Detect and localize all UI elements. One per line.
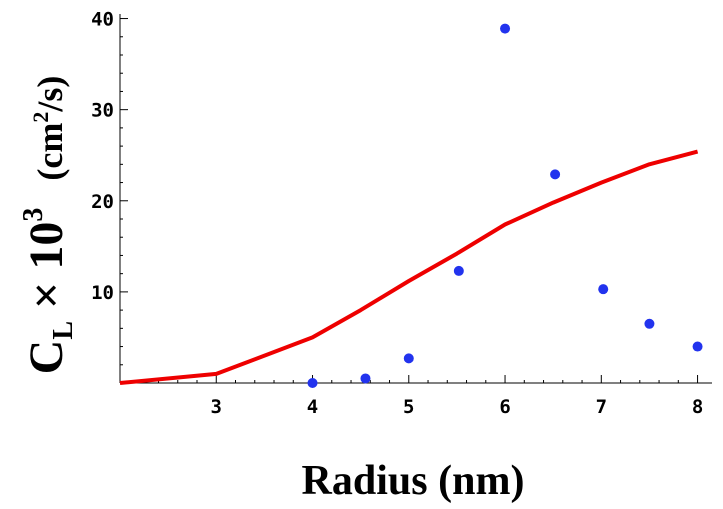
series-layer — [119, 23, 703, 388]
y-axis-title-group: CL × 103 (cm2/s) — [18, 56, 79, 403]
y-tick-label: 20 — [91, 191, 114, 213]
y-axis-title-prefix: C — [20, 340, 73, 375]
y-tick-label: 40 — [91, 9, 114, 31]
data-point — [307, 378, 318, 388]
y-tick-label: 30 — [91, 100, 114, 122]
data-point — [453, 265, 464, 276]
y-axis-title-exponent: 3 — [18, 208, 49, 222]
data-point — [500, 23, 511, 34]
y-ticks: 10 20 30 40 — [91, 9, 128, 384]
fit-curve-line — [119, 149, 699, 385]
y-axis-title-subscript: L — [48, 321, 79, 340]
y-axis-title: CL × 103 (cm2/s) — [18, 56, 79, 403]
data-point — [360, 373, 371, 384]
y-axis-title-units-exp: 2 — [28, 112, 53, 123]
axes — [119, 14, 712, 384]
x-tick-label: 7 — [596, 396, 607, 418]
x-axis-title: Radius (nm) — [302, 458, 525, 504]
data-point — [403, 353, 414, 364]
data-point — [550, 169, 561, 180]
data-point — [598, 284, 609, 295]
y-tick-label: 10 — [91, 282, 114, 304]
x-tick-label: 6 — [499, 396, 510, 418]
x-tick-label: 3 — [211, 396, 222, 418]
x-tick-label: 4 — [307, 396, 318, 418]
y-axis-title-units-open: (cm — [30, 123, 70, 208]
x-ticks: 3 4 5 6 7 8 — [119, 375, 703, 418]
data-point — [692, 341, 703, 352]
x-tick-label: 5 — [403, 396, 414, 418]
y-axis-title-times: × 10 — [20, 222, 73, 321]
x-tick-label: 8 — [692, 396, 703, 418]
data-point — [644, 318, 655, 329]
y-axis-title-units-close: /s) — [30, 76, 70, 113]
